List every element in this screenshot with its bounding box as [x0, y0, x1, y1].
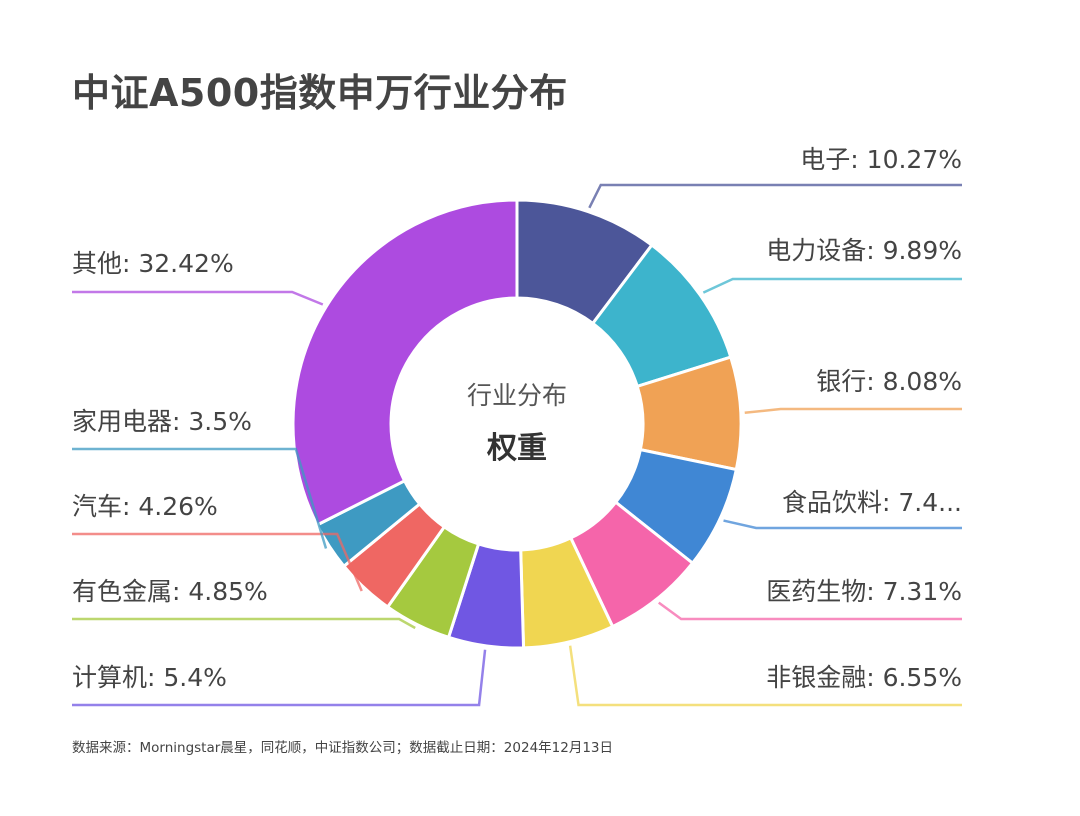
slice-label-9: 汽车: 4.26% [72, 492, 218, 521]
slice-group [291, 198, 743, 650]
slice-label-4: 食品饮料: 7.4... [782, 488, 962, 517]
slice-label-5: 医药生物: 7.31% [766, 577, 962, 606]
slice-label-7: 计算机: 5.4% [72, 663, 227, 692]
leader-line-3 [744, 407, 962, 415]
leader-line-6 [568, 645, 962, 707]
slice-label-6: 非银金融: 6.55% [766, 663, 962, 692]
chart-title: 中证A500指数申万行业分布 [72, 71, 568, 115]
leader-line-7 [72, 649, 487, 707]
leader-line-11 [72, 290, 324, 306]
leader-line-1 [588, 183, 962, 209]
source-note: 数据来源：Morningstar晨星，同花顺，中证指数公司；数据截止日期：202… [72, 740, 614, 756]
slice-label-11: 其他: 32.42% [72, 249, 234, 278]
slice-label-3: 银行: 8.08% [816, 367, 962, 396]
slice-label-2: 电力设备: 9.89% [766, 236, 962, 265]
leader-line-group [72, 183, 962, 707]
leader-line-4 [723, 519, 962, 530]
slice-label-10: 家用电器: 3.5% [72, 407, 252, 436]
leader-line-2 [702, 277, 962, 294]
center-label-top: 行业分布 [467, 381, 567, 410]
leader-line-8 [72, 617, 416, 630]
leader-line-10 [72, 447, 328, 549]
slice-label-8: 有色金属: 4.85% [72, 577, 268, 606]
center-label-main: 权重 [486, 431, 547, 466]
leader-line-9 [72, 532, 363, 592]
slice-label-1: 电子: 10.27% [800, 145, 962, 174]
label-group: 电子: 10.27% 电力设备: 9.89% 银行: 8.08% 食品饮料: 7.4.… [72, 145, 962, 692]
leader-line-5 [658, 601, 962, 621]
slice-11 [291, 198, 519, 527]
